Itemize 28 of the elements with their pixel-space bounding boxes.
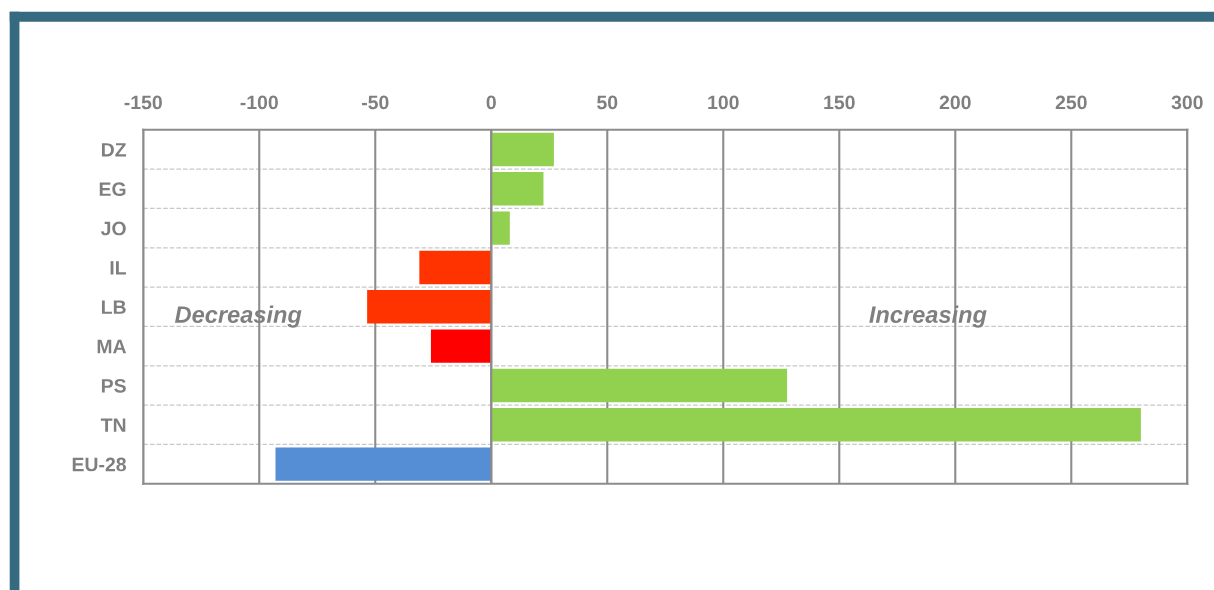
bar — [419, 250, 492, 285]
bar — [367, 290, 492, 324]
x-tick-label: 0 — [486, 95, 496, 110]
x-tick-label: 100 — [708, 95, 739, 110]
bar — [491, 408, 1141, 442]
y-tick-label: EG — [99, 182, 126, 197]
bar — [491, 172, 544, 206]
bar — [275, 447, 492, 481]
bar — [491, 132, 554, 167]
bar — [491, 368, 788, 403]
y-tick-label: LB — [101, 300, 126, 314]
bar — [491, 211, 510, 245]
y-tick-label: PS — [101, 378, 126, 393]
y-tick-label: TN — [100, 418, 126, 432]
y-tick-label: IL — [110, 261, 126, 275]
y-tick-label: DZ — [101, 143, 127, 157]
x-tick-label: 50 — [597, 95, 618, 110]
x-tick-label: -150 — [124, 95, 162, 110]
x-tick-label: -100 — [240, 95, 278, 110]
x-tick-label: 200 — [939, 95, 971, 110]
x-tick-label: 250 — [1055, 95, 1087, 110]
bar — [430, 329, 492, 363]
x-tick-label: 150 — [824, 95, 855, 110]
y-tick-label: EU-28 — [72, 457, 126, 472]
y-tick-label: MA — [97, 339, 127, 354]
x-tick-label: -50 — [361, 95, 389, 110]
y-tick-label: JO — [100, 221, 126, 236]
x-tick-label: 300 — [1171, 95, 1203, 110]
